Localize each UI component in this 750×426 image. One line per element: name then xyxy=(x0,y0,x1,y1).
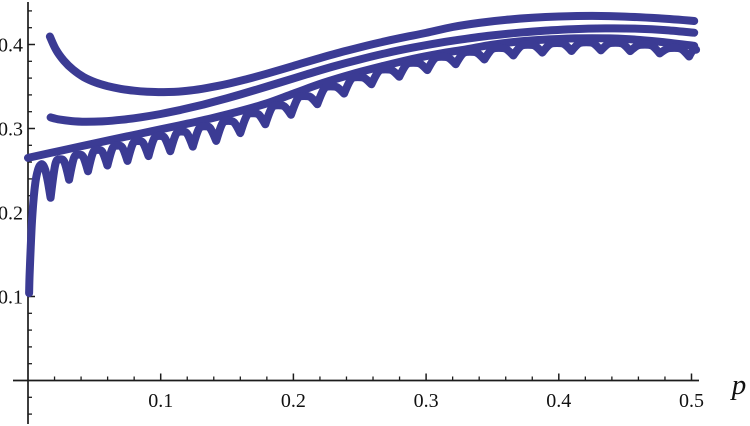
y-tick-label: 0.3 xyxy=(0,119,23,141)
plot-upper-curve xyxy=(45,11,699,97)
x-tick-label: 0.5 xyxy=(679,390,704,412)
x-axis-title: p xyxy=(730,369,747,401)
y-tick-label: 0.1 xyxy=(0,287,23,309)
y-tick-label: 0.2 xyxy=(0,203,23,225)
x-tick-label: 0.4 xyxy=(546,390,571,412)
plot-oscillating-curve xyxy=(25,38,701,298)
x-tick-label: 0.2 xyxy=(281,390,306,412)
x-tick-label: 0.3 xyxy=(414,390,439,412)
y-tick-label: 0.4 xyxy=(0,35,23,57)
x-tick-label: 0.1 xyxy=(148,390,173,412)
plot-second-curve xyxy=(46,24,699,126)
